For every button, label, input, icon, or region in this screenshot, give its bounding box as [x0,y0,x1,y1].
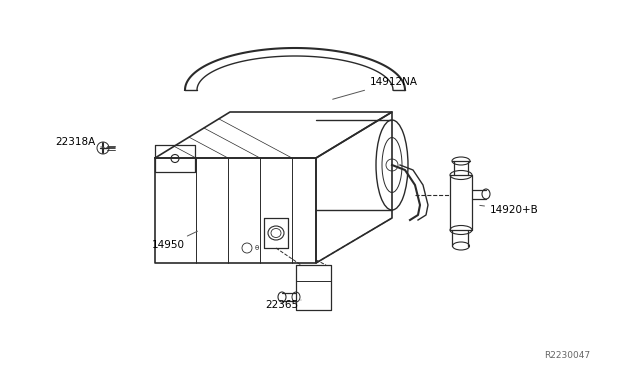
Text: R2230047: R2230047 [544,351,590,360]
Text: 22318A: 22318A [55,137,104,147]
Text: 14950: 14950 [152,231,198,250]
Text: 14912NA: 14912NA [333,77,418,99]
Text: θ: θ [255,245,259,251]
Text: 22365: 22365 [265,300,301,310]
Text: 14920+B: 14920+B [480,205,539,215]
